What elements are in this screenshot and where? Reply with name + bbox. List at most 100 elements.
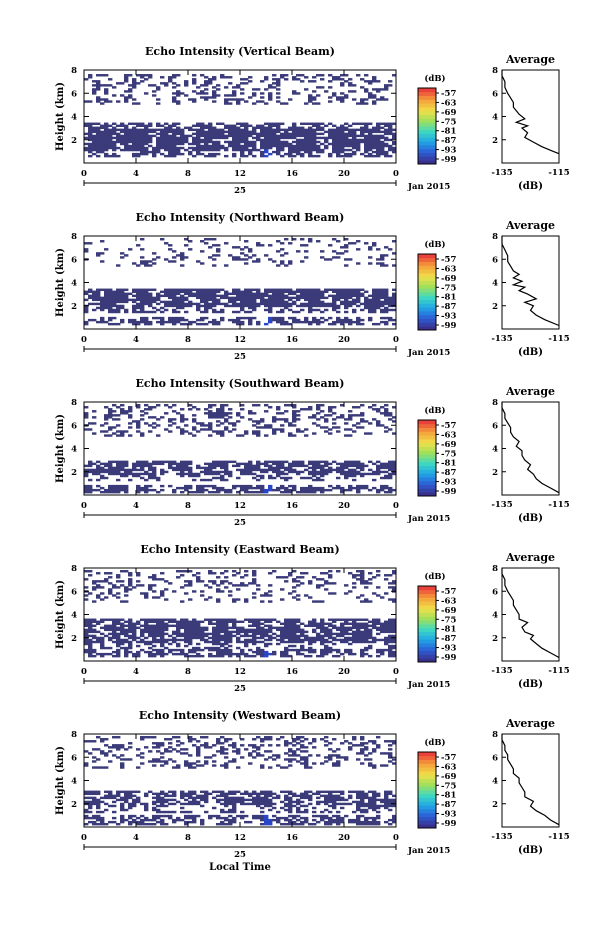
heatmap-cell — [336, 150, 341, 154]
colorbar-unit: (dB) — [424, 239, 445, 250]
heatmap-cell — [92, 140, 97, 144]
heatmap-cell — [212, 636, 217, 640]
heatmap-cell — [204, 288, 209, 291]
heatmap-cell — [236, 98, 241, 101]
x-tick-label: 4 — [133, 501, 139, 511]
heatmap-cell — [316, 140, 321, 144]
heatmap-cell — [312, 154, 317, 158]
heatmap-cell — [144, 620, 149, 623]
heatmap-cell — [108, 138, 113, 142]
heatmap-cell — [132, 136, 137, 140]
heatmap-cell — [376, 88, 381, 91]
heatmap-cell — [120, 410, 125, 413]
heatmap-cell — [160, 322, 165, 326]
heatmap-cell — [84, 490, 89, 494]
heatmap-cell — [316, 654, 321, 658]
heatmap-cell — [360, 574, 365, 577]
heatmap-cell — [232, 142, 237, 146]
heatmap-cell — [164, 288, 169, 291]
heatmap-cell — [88, 820, 93, 824]
heatmap-cell — [328, 136, 333, 140]
heatmap-cell — [316, 102, 321, 105]
heatmap-cell — [328, 258, 333, 261]
heatmap-cell — [176, 148, 181, 152]
heatmap-cell — [196, 290, 201, 294]
heatmap-cell — [188, 636, 193, 640]
heatmap-cell — [188, 648, 193, 652]
heatmap-cell — [108, 304, 113, 308]
heatmap-cell — [304, 630, 309, 634]
heatmap-cell — [124, 308, 129, 312]
heatmap-cell — [116, 628, 121, 632]
heatmap-cell — [256, 462, 261, 466]
heatmap-cell — [268, 92, 273, 95]
heatmap-cell — [344, 626, 349, 630]
heatmap-cell — [156, 122, 161, 125]
heatmap-cell — [236, 140, 241, 144]
heatmap-cell — [264, 460, 269, 464]
heatmap-cell — [272, 416, 277, 419]
heatmap-cell — [284, 300, 289, 304]
heatmap-cell — [356, 574, 361, 577]
heatmap-cell — [172, 648, 177, 652]
heatmap-cell — [288, 292, 293, 296]
heatmap-cell — [252, 306, 257, 310]
heatmap-cell — [328, 640, 333, 644]
heatmap-cell — [180, 140, 185, 144]
heatmap-cell — [272, 294, 277, 298]
heatmap-cell — [244, 628, 249, 632]
heatmap-cell — [184, 126, 189, 130]
heatmap-cell — [196, 474, 201, 478]
heatmap-cell — [336, 306, 341, 310]
heatmap-cell — [172, 466, 177, 470]
heatmap-cell — [88, 422, 93, 425]
heatmap-cell — [96, 254, 101, 257]
heatmap-cell — [204, 148, 209, 152]
heatmap-cell — [124, 134, 129, 138]
colorbar-segment — [418, 627, 436, 632]
heatmap-cell — [108, 652, 113, 656]
heatmap-cell — [148, 288, 153, 291]
heatmap-cell — [308, 142, 313, 146]
heatmap-cell — [192, 80, 197, 83]
heatmap-cell — [216, 94, 221, 97]
heatmap-cell — [108, 576, 113, 579]
heatmap-cell — [384, 320, 389, 324]
heatmap-cell — [296, 138, 301, 142]
heatmap-cell — [384, 292, 389, 296]
heatmap-cell — [324, 420, 329, 423]
heatmap-cell — [312, 318, 317, 322]
heatmap-cell — [104, 296, 109, 300]
heatmap-cell — [256, 422, 261, 425]
heatmap-cell — [200, 138, 205, 142]
heatmap-cell — [144, 132, 149, 136]
heatmap-cell — [332, 94, 337, 97]
heatmap-cell — [348, 414, 353, 417]
heatmap-cell — [388, 486, 393, 490]
heatmap-cell — [288, 434, 293, 437]
heatmap-cell — [392, 598, 397, 601]
colorbar-segment — [418, 91, 436, 96]
heatmap-cell — [356, 618, 361, 621]
heatmap-cell — [172, 92, 177, 95]
heatmap-cell — [392, 150, 397, 154]
heatmap-cell — [88, 626, 93, 630]
heatmap-cell — [296, 142, 301, 146]
heatmap-cell — [308, 490, 313, 494]
heatmap-cell — [312, 304, 317, 308]
heatmap-cell — [184, 624, 189, 628]
heatmap-cell — [96, 126, 101, 130]
heatmap-cell — [324, 414, 329, 417]
heatmap-cell — [344, 620, 349, 623]
heatmap-cell — [168, 126, 173, 130]
heatmap-cell — [156, 638, 161, 642]
heatmap-cell — [84, 242, 89, 245]
heatmap-cell — [252, 476, 257, 480]
heatmap-cell — [136, 130, 141, 134]
heatmap-cell — [164, 84, 169, 87]
heatmap-cell — [112, 140, 117, 144]
colorbar-segment — [418, 314, 436, 319]
heatmap-cell — [224, 636, 229, 640]
heatmap-cell — [232, 600, 237, 603]
heatmap-cell — [292, 128, 297, 132]
